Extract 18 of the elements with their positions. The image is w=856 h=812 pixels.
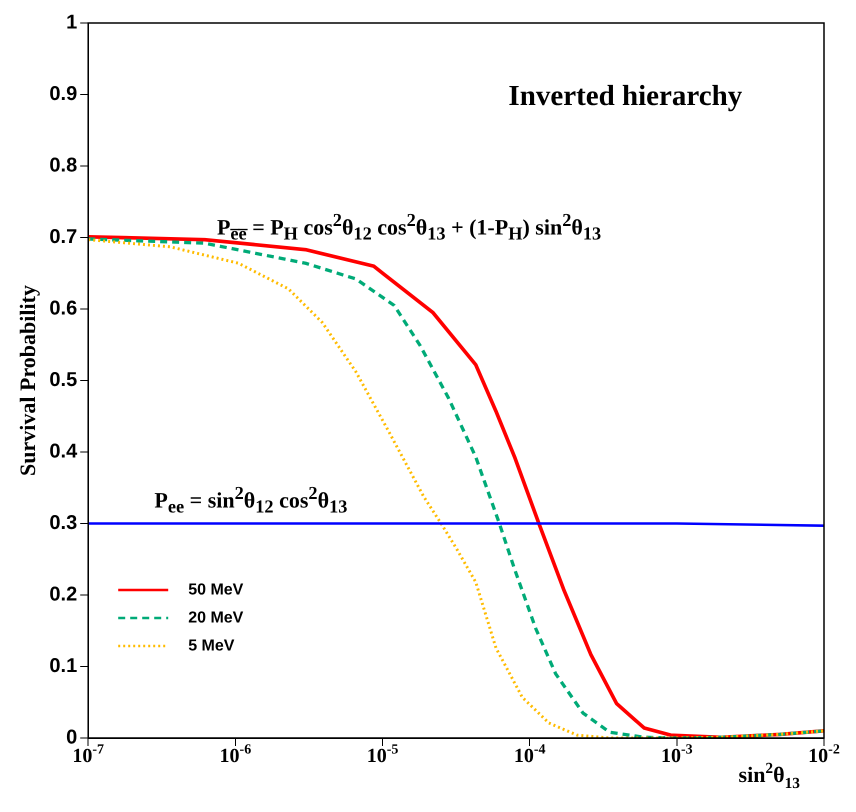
y-tick-label: 0 [66, 726, 78, 749]
y-tick-label: 0.6 [49, 298, 78, 320]
y-tick-label: 0.2 [49, 584, 78, 606]
y-tick-label: 1 [66, 12, 78, 34]
y-tick-label: 0.1 [49, 655, 78, 678]
y-tick-label: 0.3 [49, 512, 78, 534]
y-tick-label: 0.9 [49, 83, 78, 106]
y-axis-title: Survival Probability [14, 285, 40, 476]
legend-label: 20 MeV [188, 609, 244, 626]
y-tick-label: 0.4 [49, 440, 78, 463]
y-tick-label: 0.5 [49, 369, 78, 392]
legend-label: 5 MeV [188, 637, 235, 654]
text: P$_{ee}$ = sin$^{2}$θ$_{12}$ cos$^{2}$θ$_{13}$ [154, 483, 348, 518]
legend-label: 50 MeV [188, 581, 244, 598]
y-tick-label: 0.8 [49, 154, 78, 177]
y-tick-label: 0.7 [49, 226, 78, 248]
text: Inverted hierarchy [508, 80, 743, 112]
text: P$_{e̅e̅}$ = P$_{H}$ cos$^{2}$θ$_{12}$ cos$^{2}$θ$_{13}$ + (1-P$_{H}$) sin$^{2}$θ$_{13}$ [216, 210, 602, 244]
